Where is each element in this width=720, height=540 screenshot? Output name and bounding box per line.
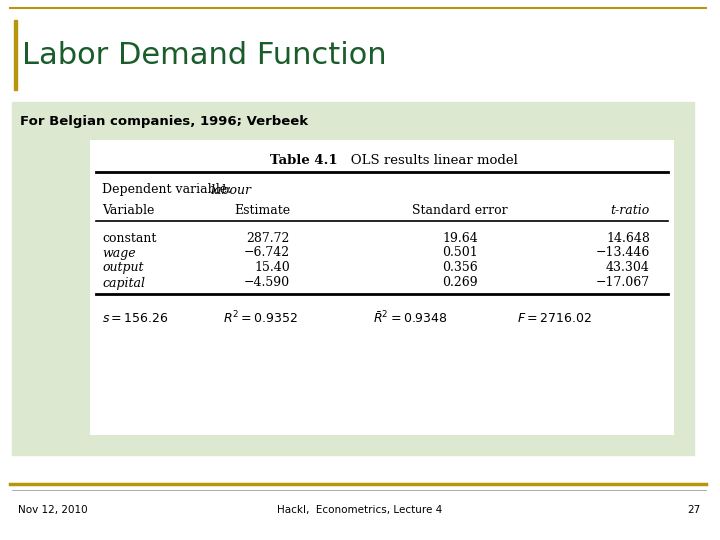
Text: output: output <box>102 261 143 274</box>
Text: $F = 2716.02$: $F = 2716.02$ <box>517 312 592 325</box>
Text: $R^2 = 0.9352$: $R^2 = 0.9352$ <box>223 310 298 326</box>
Bar <box>90 140 674 435</box>
Text: Hackl,  Econometrics, Lecture 4: Hackl, Econometrics, Lecture 4 <box>277 505 443 515</box>
Text: constant: constant <box>102 232 156 245</box>
Bar <box>14 20 17 90</box>
Text: t-ratio: t-ratio <box>611 205 650 218</box>
Text: −6.742: −6.742 <box>244 246 290 260</box>
Text: $\bar{R}^2 = 0.9348$: $\bar{R}^2 = 0.9348$ <box>373 310 448 326</box>
Text: 27: 27 <box>687 505 700 515</box>
Bar <box>12 102 694 455</box>
Text: −13.446: −13.446 <box>595 246 650 260</box>
Text: 287.72: 287.72 <box>247 232 290 245</box>
Text: $s = 156.26$: $s = 156.26$ <box>102 312 168 325</box>
Text: −4.590: −4.590 <box>244 276 290 289</box>
Text: 43.304: 43.304 <box>606 261 650 274</box>
Text: Standard error: Standard error <box>412 205 508 218</box>
Text: OLS results linear model: OLS results linear model <box>338 153 518 166</box>
Text: 15.40: 15.40 <box>254 261 290 274</box>
Text: wage: wage <box>102 246 135 260</box>
Text: Dependent variable:: Dependent variable: <box>102 184 235 197</box>
Text: For Belgian companies, 1996; Verbeek: For Belgian companies, 1996; Verbeek <box>20 116 308 129</box>
Text: 0.356: 0.356 <box>442 261 478 274</box>
Text: Nov 12, 2010: Nov 12, 2010 <box>18 505 88 515</box>
Text: Labor Demand Function: Labor Demand Function <box>22 40 387 70</box>
Text: 19.64: 19.64 <box>442 232 478 245</box>
Text: capital: capital <box>102 276 145 289</box>
Text: Estimate: Estimate <box>234 205 290 218</box>
Text: −17.067: −17.067 <box>596 276 650 289</box>
Text: 14.648: 14.648 <box>606 232 650 245</box>
Text: 0.501: 0.501 <box>442 246 478 260</box>
Text: 0.269: 0.269 <box>442 276 478 289</box>
Text: Variable: Variable <box>102 205 154 218</box>
Text: Table 4.1: Table 4.1 <box>270 153 338 166</box>
Text: labour: labour <box>210 184 251 197</box>
